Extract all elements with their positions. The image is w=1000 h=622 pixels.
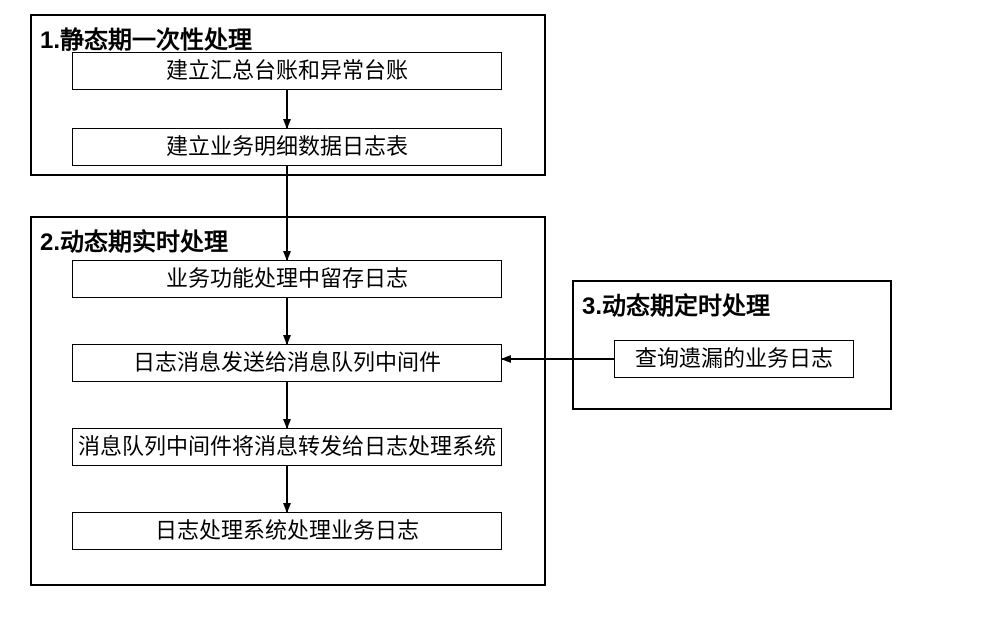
node-send-to-mq: 日志消息发送给消息队列中间件 — [72, 344, 502, 382]
section-static-title: 1.静态期一次性处理 — [40, 20, 252, 55]
node-mq-forward: 消息队列中间件将消息转发给日志处理系统 — [72, 428, 502, 466]
node-retain-log: 业务功能处理中留存日志 — [72, 260, 502, 298]
node-process-log: 日志处理系统处理业务日志 — [72, 512, 502, 550]
section-realtime-title: 2.动态期实时处理 — [40, 222, 228, 257]
node-establish-ledgers: 建立汇总台账和异常台账 — [72, 52, 502, 90]
node-label: 建立业务明细数据日志表 — [166, 134, 408, 160]
node-establish-log-table: 建立业务明细数据日志表 — [72, 128, 502, 166]
section-scheduled-title: 3.动态期定时处理 — [582, 286, 770, 321]
node-label: 查询遗漏的业务日志 — [635, 346, 833, 372]
node-label: 业务功能处理中留存日志 — [166, 266, 408, 292]
node-label: 日志消息发送给消息队列中间件 — [133, 350, 441, 376]
node-label: 消息队列中间件将消息转发给日志处理系统 — [78, 434, 496, 460]
node-label: 建立汇总台账和异常台账 — [166, 58, 408, 84]
node-query-missing: 查询遗漏的业务日志 — [614, 340, 854, 378]
node-label: 日志处理系统处理业务日志 — [155, 518, 419, 544]
